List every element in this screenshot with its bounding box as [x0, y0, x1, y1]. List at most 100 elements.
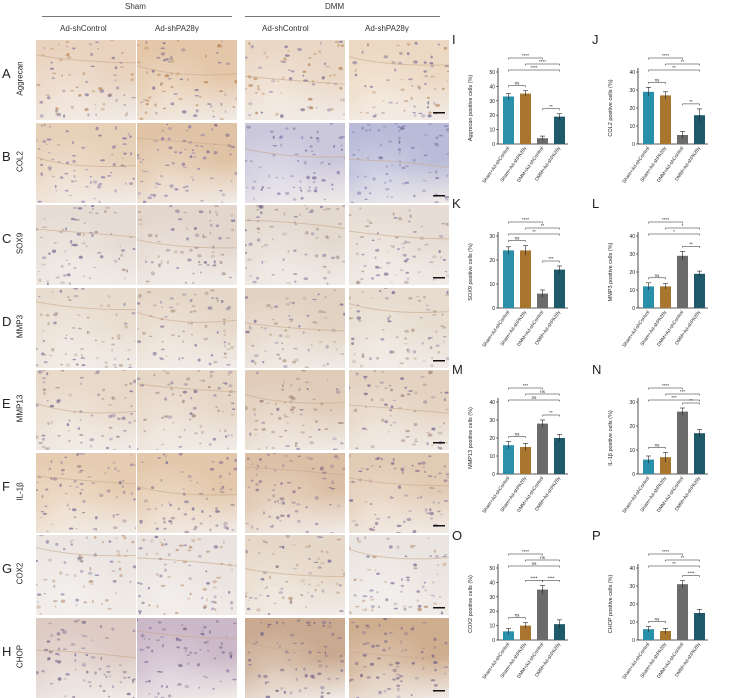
cell-dot — [438, 447, 443, 450]
cell-dot — [181, 623, 184, 626]
cell-dot — [375, 521, 379, 525]
micrograph-tile — [137, 122, 237, 203]
cell-dot — [145, 552, 148, 556]
cell-dot — [263, 93, 265, 95]
cell-dot — [445, 222, 449, 226]
cell-dot — [112, 144, 117, 147]
cell-dot — [252, 407, 257, 412]
cell-dot — [217, 62, 222, 64]
cell-dot — [327, 270, 331, 274]
cell-dot — [133, 419, 136, 422]
y-tick-label: 20 — [629, 602, 635, 608]
cell-dot — [133, 497, 136, 501]
cell-dot — [293, 651, 296, 654]
cell-dot — [429, 507, 432, 511]
cell-dot — [230, 145, 235, 148]
cell-dot — [268, 173, 271, 178]
cell-dot — [160, 82, 164, 85]
cell-dot — [400, 584, 405, 588]
cell-dot — [115, 312, 118, 317]
cell-dot — [428, 111, 432, 114]
cell-dot — [223, 321, 226, 325]
cell-dot — [82, 678, 86, 681]
cell-dot — [443, 465, 447, 467]
cell-dot — [365, 467, 369, 470]
cell-dot — [171, 333, 175, 336]
cell-dot — [179, 250, 185, 254]
cell-dot — [301, 135, 304, 139]
cell-dot — [228, 590, 231, 594]
cell-dot — [355, 447, 359, 450]
cell-dot — [68, 507, 71, 510]
cell-dot — [42, 380, 46, 384]
cell-dot — [351, 341, 355, 345]
cell-dot — [70, 642, 76, 646]
cell-dot — [404, 342, 409, 344]
cell-dot — [189, 651, 193, 653]
cell-dot — [376, 356, 379, 360]
cell-dot — [423, 470, 426, 473]
cell-dot — [210, 223, 213, 227]
cell-dot — [399, 674, 405, 677]
cell-dot — [42, 139, 47, 143]
cell-dot — [255, 434, 257, 436]
cell-dot — [253, 319, 257, 323]
cell-dot — [234, 80, 237, 84]
cell-dot — [178, 544, 184, 547]
cell-dot — [392, 677, 397, 681]
cell-dot — [220, 487, 223, 491]
cell-dot — [42, 329, 45, 331]
cell-dot — [214, 608, 217, 612]
cell-dot — [195, 109, 199, 113]
cell-dot — [406, 517, 412, 521]
cell-dot — [395, 665, 400, 667]
cell-dot — [365, 112, 370, 114]
cell-dot — [384, 387, 388, 389]
y-axis-label: CHOP positive cells (%) — [608, 575, 614, 634]
cell-dot — [336, 170, 340, 174]
micrograph-tile — [137, 287, 237, 368]
cell-dot — [151, 649, 154, 652]
cell-dot — [186, 237, 189, 241]
cell-dot — [84, 93, 89, 97]
cell-dot — [272, 493, 276, 497]
cell-dot — [413, 563, 417, 567]
cell-dot — [224, 110, 227, 113]
cell-dot — [58, 571, 63, 575]
cell-dot — [55, 110, 58, 113]
cell-dot — [274, 500, 277, 503]
tissue-contour — [349, 158, 449, 168]
micrograph-tile — [245, 205, 345, 285]
cell-dot — [299, 108, 304, 111]
bar — [694, 115, 705, 144]
cell-dot — [331, 632, 335, 636]
cell-dot — [385, 598, 389, 602]
cell-dot — [98, 182, 103, 185]
cell-dot — [257, 84, 260, 89]
cell-dot — [248, 596, 253, 599]
cell-dot — [422, 666, 425, 670]
cell-dot — [116, 549, 120, 553]
cell-dot — [178, 435, 182, 439]
cell-dot — [191, 304, 196, 307]
cell-dot — [207, 305, 213, 310]
cell-dot — [361, 253, 365, 256]
cell-dot — [304, 253, 308, 256]
cell-dot — [77, 556, 82, 560]
cell-dot — [414, 438, 418, 442]
cell-dot — [404, 648, 407, 651]
cell-dot — [156, 148, 160, 151]
cell-dot — [342, 205, 345, 208]
cell-dot — [336, 538, 342, 541]
cell-dot — [185, 185, 189, 187]
cell-dot — [62, 274, 67, 277]
cell-dot — [36, 403, 39, 407]
cell-dot — [181, 357, 184, 359]
cell-dot — [297, 486, 301, 489]
cell-dot — [129, 134, 132, 138]
cell-dot — [130, 413, 134, 415]
bar — [643, 459, 654, 474]
cell-dot — [250, 524, 254, 529]
cell-dot — [259, 578, 264, 580]
cell-dot — [228, 471, 231, 475]
